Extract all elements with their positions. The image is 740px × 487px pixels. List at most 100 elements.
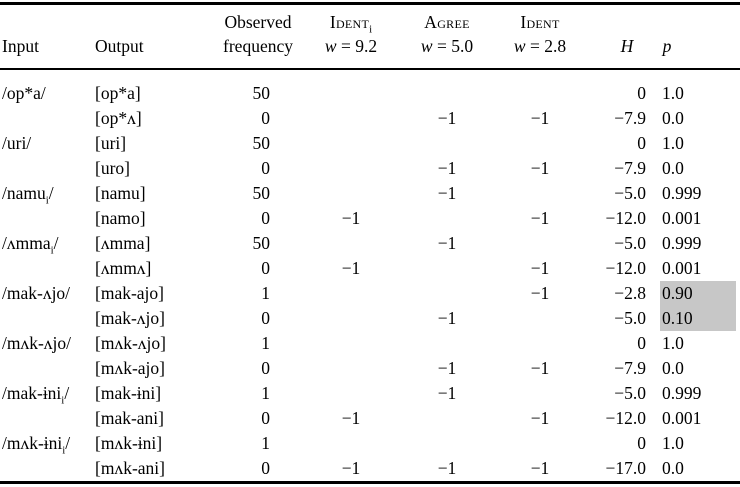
cell-agree: −1 bbox=[437, 182, 457, 203]
cell-harmony: 0 bbox=[637, 82, 646, 103]
cell-harmony: −17.0 bbox=[605, 457, 647, 478]
constraint-name: Ident bbox=[520, 12, 560, 32]
weight-symbol: w bbox=[324, 36, 337, 56]
col-header-agree-weight: w = 5.0 bbox=[377, 35, 517, 57]
cell-probability: 0.999 bbox=[662, 182, 702, 203]
cell-probability: 0.0 bbox=[662, 457, 684, 478]
cell-probability: 0.001 bbox=[662, 407, 702, 428]
cell-probability: 1.0 bbox=[662, 332, 684, 353]
cell-output: [mʌk-ʌjo] bbox=[95, 332, 166, 353]
cell-harmony: −12.0 bbox=[605, 207, 647, 228]
cell-ident-i: −1 bbox=[341, 207, 361, 228]
cell-observed-frequency: 50 bbox=[252, 82, 271, 103]
cell-agree: −1 bbox=[437, 157, 457, 178]
constraint-name: Ident bbox=[329, 12, 370, 32]
cell-input: /ʌmmai/ bbox=[2, 232, 59, 256]
cell-probability: 0.001 bbox=[662, 207, 702, 228]
col-header-ident-i: Identi bbox=[281, 11, 421, 36]
cell-harmony: −12.0 bbox=[605, 257, 647, 278]
cell-harmony: −7.9 bbox=[614, 107, 646, 128]
cell-probability: 1.0 bbox=[662, 432, 684, 453]
bottom-rule bbox=[0, 481, 740, 484]
cell-observed-frequency: 0 bbox=[261, 207, 270, 228]
col-header-observed-line2: frequency bbox=[223, 36, 293, 56]
cell-input: /op*a/ bbox=[2, 82, 46, 103]
col-header-output: Output bbox=[95, 36, 144, 56]
cell-probability: 0.0 bbox=[662, 357, 684, 378]
cell-probability: 0.90 bbox=[660, 280, 736, 306]
cell-harmony: −7.9 bbox=[614, 357, 646, 378]
cell-output: [ʌmmʌ] bbox=[95, 257, 152, 278]
cell-input: /namui/ bbox=[2, 182, 54, 206]
cell-agree: −1 bbox=[437, 382, 457, 403]
col-header-observed-line1: Observed bbox=[224, 12, 292, 32]
cell-observed-frequency: 0 bbox=[261, 107, 270, 128]
cell-output: [namu] bbox=[95, 182, 146, 203]
table-row: /ʌmmai/ [ʌmma] 50 −1 −5.0 0.999 bbox=[0, 231, 740, 256]
table-row: [mʌk-ajo] 0 −1 −1 −7.9 0.0 bbox=[0, 356, 740, 381]
subscript-i: i bbox=[50, 244, 54, 256]
cell-ident: −1 bbox=[530, 282, 550, 303]
subscript-i: i bbox=[62, 444, 66, 456]
cell-output: [mʌk-ajo] bbox=[95, 357, 165, 378]
cell-output: [op*ʌ] bbox=[95, 107, 142, 128]
cell-input: /mak-ʌjo/ bbox=[2, 282, 71, 303]
cell-ident: −1 bbox=[530, 257, 550, 278]
table-row: /mʌk-ʌjo/ [mʌk-ʌjo] 1 0 1.0 bbox=[0, 331, 740, 356]
cell-observed-frequency: 1 bbox=[261, 382, 270, 403]
weight-symbol: w bbox=[513, 36, 526, 56]
table-row: /uri/ [uri] 50 0 1.0 bbox=[0, 131, 740, 156]
col-header-ident: Ident bbox=[470, 11, 610, 33]
cell-observed-frequency: 50 bbox=[252, 132, 271, 153]
cell-probability: 0.0 bbox=[662, 107, 684, 128]
col-header-ident-weight: w = 2.8 bbox=[470, 35, 610, 57]
cell-agree: −1 bbox=[437, 357, 457, 378]
subscript-i: i bbox=[61, 394, 65, 406]
col-header-ident-i-weight: w = 9.2 bbox=[281, 35, 421, 57]
cell-probability: 0.999 bbox=[662, 232, 702, 253]
cell-observed-frequency: 1 bbox=[261, 432, 270, 453]
cell-input: /mʌk-ʌjo/ bbox=[2, 332, 72, 353]
cell-observed-frequency: 0 bbox=[261, 407, 270, 428]
cell-probability: 1.0 bbox=[662, 132, 684, 153]
col-header-probability: p bbox=[662, 36, 672, 56]
cell-probability: 0.001 bbox=[662, 257, 702, 278]
cell-harmony: 0 bbox=[637, 132, 646, 153]
cell-harmony: 0 bbox=[637, 432, 646, 453]
cell-ident: −1 bbox=[530, 457, 550, 478]
constraint-subscript: i bbox=[369, 23, 373, 36]
weight-value: = 9.2 bbox=[340, 36, 378, 56]
cell-harmony: −7.9 bbox=[614, 157, 646, 178]
cell-output: [mʌk-ani] bbox=[95, 457, 165, 478]
cell-output: [mak-ʌjo] bbox=[95, 307, 165, 328]
cell-probability: 0.10 bbox=[660, 305, 736, 331]
cell-probability: 0.999 bbox=[662, 382, 702, 403]
table-row: /mak-ʌjo/ [mak-ajo] 1 −1 −2.8 0.90 bbox=[0, 280, 740, 306]
cell-observed-frequency: 0 bbox=[261, 257, 270, 278]
table-row: /namui/ [namu] 50 −1 −5.0 0.999 bbox=[0, 181, 740, 206]
cell-ident: −1 bbox=[530, 107, 550, 128]
cell-output: [uri] bbox=[95, 132, 127, 153]
cell-output: [mak-ɨni] bbox=[95, 382, 162, 403]
cell-ident: −1 bbox=[530, 157, 550, 178]
constraint-name: Agree bbox=[424, 12, 470, 32]
cell-observed-frequency: 1 bbox=[261, 332, 270, 353]
cell-observed-frequency: 50 bbox=[252, 182, 271, 203]
cell-agree: −1 bbox=[437, 457, 457, 478]
table-row: [mʌk-ani] 0 −1 −1 −1 −17.0 0.0 bbox=[0, 456, 740, 481]
cell-output: [uro] bbox=[95, 157, 130, 178]
cell-observed-frequency: 0 bbox=[261, 357, 270, 378]
cell-probability: 0.0 bbox=[662, 157, 684, 178]
header-rule bbox=[0, 68, 740, 70]
cell-input: /mʌk-ɨnii/ bbox=[2, 432, 71, 456]
table-row: [uro] 0 −1 −1 −7.9 0.0 bbox=[0, 156, 740, 181]
cell-output: [op*a] bbox=[95, 82, 141, 103]
cell-ident: −1 bbox=[530, 357, 550, 378]
cell-agree: −1 bbox=[437, 307, 457, 328]
cell-harmony: −2.8 bbox=[614, 282, 646, 303]
top-rule bbox=[0, 2, 740, 5]
cell-ident-i: −1 bbox=[341, 257, 361, 278]
cell-output: [mak-ajo] bbox=[95, 282, 164, 303]
cell-ident: −1 bbox=[530, 407, 550, 428]
